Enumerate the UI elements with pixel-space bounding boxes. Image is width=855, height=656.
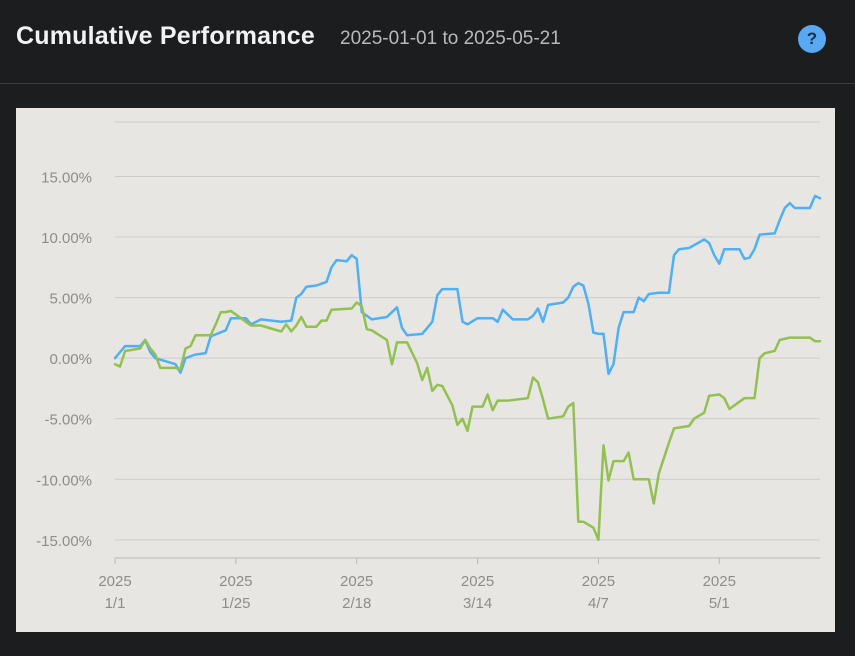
x-tick-label: 2/18 (342, 595, 371, 612)
y-tick-label: 10.00% (41, 230, 92, 247)
x-tick-year: 2025 (219, 573, 252, 590)
x-tick-year: 2025 (461, 573, 494, 590)
question-mark-icon[interactable]: ? (798, 25, 826, 53)
y-tick-label: -10.00% (36, 472, 92, 489)
page-title: Cumulative Performance (16, 22, 315, 50)
x-tick-label: 1/25 (221, 595, 250, 612)
x-tick-label: 4/7 (588, 595, 609, 612)
performance-chart: -15.00% -10.00% -5.00% 0.00% 5.00% 10.00% 15.0… (36, 121, 822, 612)
date-range: 2025-01-01 to 2025-05-21 (340, 28, 561, 49)
y-tick-label: 5.00% (49, 291, 92, 308)
y-tick-label: 0.00% (49, 351, 92, 368)
x-tick-year: 2025 (340, 573, 373, 590)
y-tick-label: -5.00% (44, 412, 92, 429)
y-tick-label: 15.00% (41, 170, 92, 187)
series-line-2 (113, 301, 822, 542)
x-tick-label: 1/1 (105, 595, 126, 612)
x-tick-year: 2025 (582, 573, 615, 590)
series-line-1 (113, 194, 822, 376)
x-tick-label: 3/14 (463, 595, 492, 612)
y-tick-label: -15.00% (36, 533, 92, 550)
chart-header: Cumulative Performance 2025-01-01 to 202… (0, 0, 855, 84)
chart-panel: -15.00% -10.00% -5.00% 0.00% 5.00% 10.00% 15.0… (16, 108, 835, 632)
x-tick-label: 5/1 (709, 595, 730, 612)
x-tick-year: 2025 (98, 573, 131, 590)
x-tick-year: 2025 (703, 573, 736, 590)
